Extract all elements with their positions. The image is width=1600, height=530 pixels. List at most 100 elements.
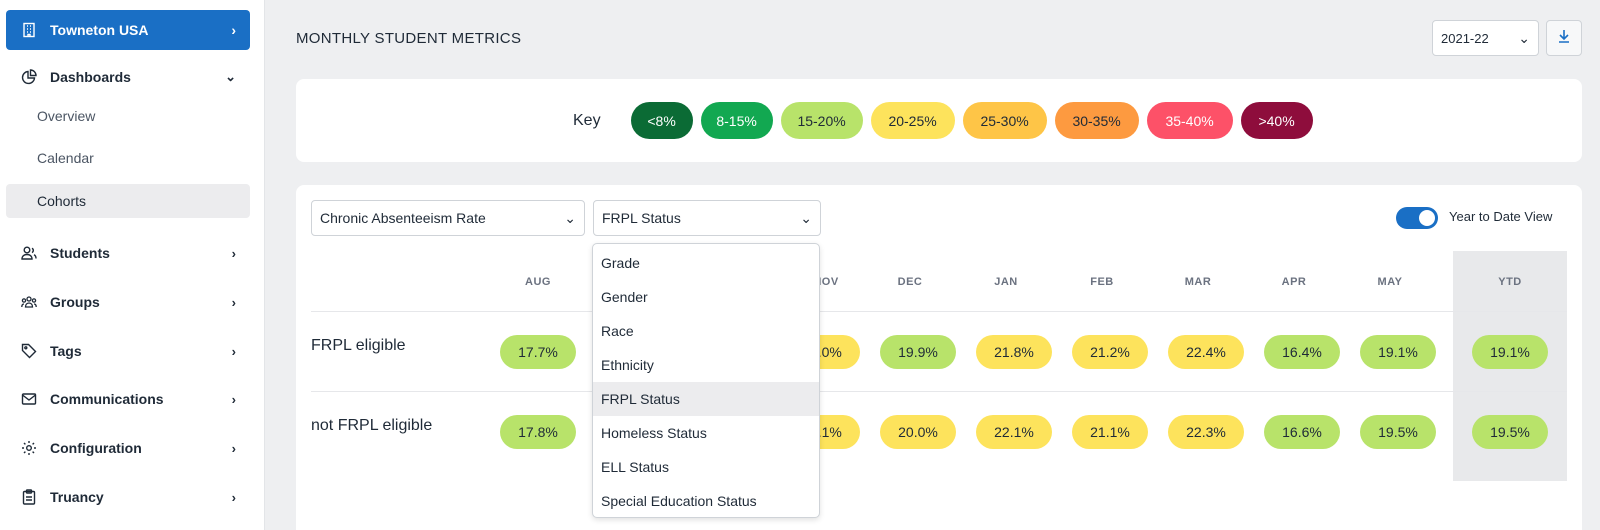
key-pill: 15-20% (780, 102, 863, 139)
metric-cell: 16.4% (1264, 335, 1340, 369)
metric-cell: 19.5% (1360, 415, 1436, 449)
group-icon (20, 293, 38, 311)
tag-icon (20, 342, 38, 360)
metric-cell: 22.4% (1168, 335, 1244, 369)
nav-tags[interactable]: Tags › (6, 334, 250, 368)
dropdown-option-frpl-status[interactable]: FRPL Status (593, 382, 819, 416)
key-pill: 30-35% (1054, 102, 1139, 139)
group-select[interactable]: FRPL Status ⌄ (593, 200, 821, 236)
metric-cell: 19.5% (1472, 415, 1548, 449)
column-header: MAY (1377, 276, 1403, 288)
nav-communications-label: Communications (50, 391, 164, 407)
nav-truancy[interactable]: Truancy › (6, 480, 250, 514)
dropdown-option-race[interactable]: Race (601, 323, 634, 339)
metric-cell: 19.9% (880, 335, 956, 369)
chevron-right-icon: › (231, 294, 236, 310)
chevron-down-icon: ⌄ (564, 209, 576, 226)
metric-cell: 20.0% (880, 415, 956, 449)
org-switcher-button[interactable]: Towneton USA › (6, 10, 250, 50)
column-header: JAN (994, 276, 1018, 288)
nav-students[interactable]: Students › (6, 236, 250, 270)
row-divider (311, 391, 1567, 392)
nav-overview[interactable]: Overview (37, 108, 96, 124)
group-dropdown-menu: Grade Gender Race Ethnicity FRPL Status … (592, 243, 820, 518)
chevron-right-icon: › (231, 22, 236, 38)
chevron-down-icon: ⌄ (225, 69, 236, 84)
key-card: Key <8% 8-15% 15-20% 20-25% 25-30% 30-35… (296, 79, 1582, 162)
nav-truancy-label: Truancy (50, 489, 104, 505)
nav-configuration-label: Configuration (50, 440, 142, 456)
metric-cell: 19.1% (1360, 335, 1436, 369)
metric-select-value: Chronic Absenteeism Rate (320, 210, 486, 226)
column-header: AUG (525, 276, 551, 288)
nav-groups[interactable]: Groups › (6, 285, 250, 319)
key-pill: 35-40% (1146, 102, 1233, 139)
key-pill: 8-15% (700, 102, 773, 139)
metrics-table-card: Chronic Absenteeism Rate ⌄ FRPL Status ⌄… (296, 185, 1582, 530)
gear-icon (20, 439, 38, 457)
nav-communications[interactable]: Communications › (6, 382, 250, 416)
nav-configuration[interactable]: Configuration › (6, 431, 250, 465)
org-name: Towneton USA (50, 22, 149, 38)
nav-cohorts[interactable]: Cohorts (6, 184, 250, 218)
column-header: YTD (1498, 276, 1522, 288)
key-pill: 25-30% (962, 102, 1047, 139)
nav-tags-label: Tags (50, 343, 82, 359)
row-label: not FRPL eligible (311, 417, 433, 434)
dropdown-option-special-education-status[interactable]: Special Education Status (601, 493, 757, 509)
metric-select[interactable]: Chronic Absenteeism Rate ⌄ (311, 200, 585, 236)
metric-cell: 16.6% (1264, 415, 1340, 449)
toggle-knob (1419, 210, 1435, 226)
year-select[interactable]: 2021-22 ⌄ (1432, 20, 1539, 56)
nav-calendar[interactable]: Calendar (37, 150, 94, 166)
metric-cell: 17.8% (500, 415, 576, 449)
metric-cell: 19.1% (1472, 335, 1548, 369)
metric-cell: 17.7% (500, 335, 576, 369)
mail-icon (20, 390, 38, 408)
ytd-toggle[interactable] (1396, 207, 1438, 229)
sidebar: Towneton USA › Dashboards ⌄ Overview Cal… (0, 0, 265, 530)
metric-cell: 21.8% (976, 335, 1052, 369)
group-select-value: FRPL Status (602, 210, 681, 226)
column-header: MAR (1184, 276, 1212, 288)
chevron-down-icon: ⌄ (1518, 29, 1530, 46)
pie-chart-icon (20, 68, 38, 86)
metric-cell: 22.1% (976, 415, 1052, 449)
dropdown-option-homeless-status[interactable]: Homeless Status (601, 425, 707, 441)
dropdown-option-gender[interactable]: Gender (601, 289, 648, 305)
year-select-value: 2021-22 (1441, 30, 1489, 46)
dropdown-option-grade[interactable]: Grade (601, 255, 640, 271)
chevron-right-icon: › (231, 489, 236, 505)
nav-groups-label: Groups (50, 294, 100, 310)
building-icon (20, 21, 38, 39)
chevron-right-icon: › (231, 343, 236, 359)
download-button[interactable] (1546, 20, 1582, 56)
chevron-right-icon: › (231, 440, 236, 456)
metric-cell: 22.3% (1168, 415, 1244, 449)
chevron-right-icon: › (231, 245, 236, 261)
key-pill: 20-25% (870, 102, 955, 139)
key-legend: Key <8% 8-15% 15-20% 20-25% 25-30% 30-35… (573, 102, 1313, 139)
key-label: Key (573, 111, 601, 129)
clipboard-icon (20, 488, 38, 506)
dropdown-option-ell-status[interactable]: ELL Status (601, 459, 669, 475)
chevron-down-icon: ⌄ (800, 209, 812, 226)
page-title: MONTHLY STUDENT METRICS (296, 30, 522, 47)
column-header: APR (1281, 276, 1307, 288)
ytd-toggle-label: Year to Date View (1449, 209, 1553, 224)
dropdown-option-ethnicity[interactable]: Ethnicity (601, 357, 654, 373)
metric-cell: 21.1% (1072, 415, 1148, 449)
column-header: DEC (897, 276, 923, 288)
key-pill: >40% (1240, 102, 1313, 139)
nav-dashboards[interactable]: Dashboards ⌄ (6, 60, 250, 94)
key-pill: <8% (630, 102, 693, 139)
chevron-right-icon: › (231, 391, 236, 407)
metric-cell: 21.2% (1072, 335, 1148, 369)
column-header: FEB (1090, 276, 1114, 288)
nav-dashboards-label: Dashboards (50, 69, 131, 85)
row-label: FRPL eligible (311, 337, 406, 354)
row-divider (311, 311, 1567, 312)
nav-students-label: Students (50, 245, 110, 261)
user-icon (20, 244, 38, 262)
download-icon (1556, 28, 1572, 49)
